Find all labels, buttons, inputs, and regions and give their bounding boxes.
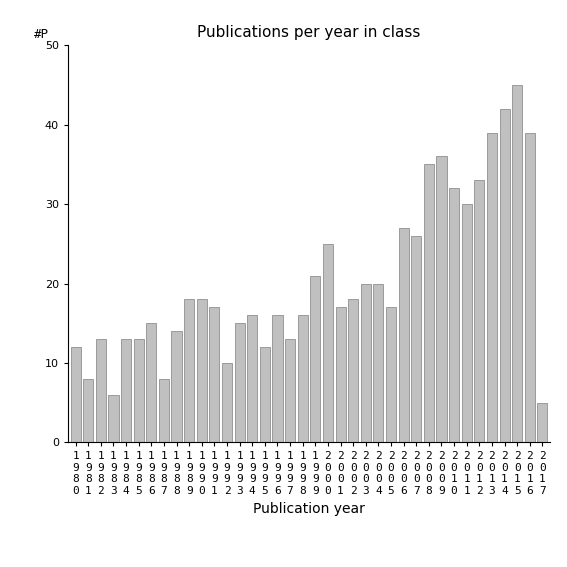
Bar [197, 299, 207, 442]
Bar [449, 188, 459, 442]
Bar [373, 284, 383, 442]
Bar [171, 331, 181, 442]
Bar [159, 379, 169, 442]
Bar [260, 347, 270, 442]
Bar [500, 109, 510, 442]
Bar [348, 299, 358, 442]
Bar [462, 204, 472, 442]
Bar [96, 339, 106, 442]
Bar [323, 244, 333, 442]
Bar [184, 299, 194, 442]
Bar [310, 276, 320, 442]
Bar [437, 156, 447, 442]
Bar [222, 363, 232, 442]
Bar [209, 307, 219, 442]
Bar [487, 133, 497, 442]
Bar [512, 85, 522, 442]
Bar [424, 164, 434, 442]
Bar [235, 323, 245, 442]
Bar [524, 133, 535, 442]
Bar [285, 339, 295, 442]
Bar [538, 403, 548, 442]
Bar [146, 323, 156, 442]
Bar [70, 347, 81, 442]
Bar [336, 307, 346, 442]
Bar [83, 379, 94, 442]
Bar [298, 315, 308, 442]
Bar [108, 395, 119, 442]
Title: Publications per year in class: Publications per year in class [197, 25, 421, 40]
Text: #P: #P [34, 28, 49, 41]
Bar [474, 180, 484, 442]
Bar [386, 307, 396, 442]
Bar [121, 339, 131, 442]
Bar [272, 315, 282, 442]
X-axis label: Publication year: Publication year [253, 502, 365, 515]
Bar [361, 284, 371, 442]
Bar [399, 228, 409, 442]
Bar [134, 339, 144, 442]
Bar [247, 315, 257, 442]
Bar [411, 236, 421, 442]
